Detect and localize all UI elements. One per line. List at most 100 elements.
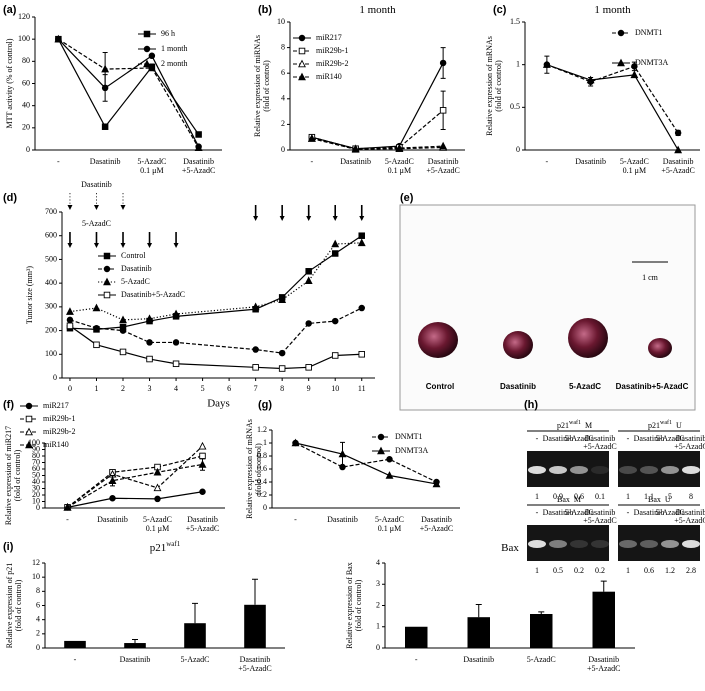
x-tick-label: 1: [94, 384, 98, 393]
marker: [103, 291, 111, 299]
chart-title: 1 month: [359, 4, 396, 16]
lane-label: 5-AzadC: [656, 434, 685, 443]
x-tick-label: 3: [148, 384, 152, 393]
legend-label: miR29b-2: [316, 59, 348, 68]
x-tick-label: 5-AzadC: [527, 655, 556, 664]
y-axis-label: (fold of control): [14, 579, 23, 631]
y-tick-label: 6: [281, 68, 285, 77]
y-tick-label: 0.6: [257, 464, 267, 473]
y-tick-label: 2: [281, 119, 285, 128]
x-tick-label: 5: [201, 384, 205, 393]
marker: [331, 352, 339, 359]
bar: [244, 604, 266, 648]
marker: [66, 322, 74, 330]
panel-label: (i): [3, 541, 14, 553]
band: [591, 466, 609, 474]
marker: [154, 495, 161, 503]
y-axis-label: MTT activity (% of control): [5, 38, 14, 128]
marker: [631, 63, 638, 70]
ratio: 5: [668, 492, 672, 501]
marker: [674, 145, 683, 154]
marker: [146, 339, 153, 346]
marker: [93, 324, 100, 332]
marker: [25, 415, 33, 423]
marker: [278, 295, 287, 303]
x-tick-label: -: [66, 515, 69, 524]
y-tick-label: 0: [36, 503, 40, 512]
error-bar: [538, 611, 545, 614]
legend-label: DNMT3A: [635, 58, 669, 67]
y-tick-label: 0.4: [257, 477, 267, 486]
ratio: 0.6: [574, 492, 584, 501]
band: [591, 540, 609, 548]
legend-label: Dasatinib: [121, 264, 152, 273]
arrow-head: [332, 216, 338, 221]
series-line: [546, 64, 679, 151]
y-tick-label: 12: [32, 558, 40, 567]
marker: [143, 59, 151, 68]
legend-label: Control: [121, 251, 146, 260]
y-tick-label: 300: [45, 302, 57, 311]
marker: [252, 364, 259, 371]
y-tick-label: 1.5: [510, 17, 520, 26]
marker: [385, 471, 394, 479]
x-tick-label: Dasatinib: [90, 157, 121, 166]
band: [682, 540, 700, 548]
status: M: [585, 421, 592, 430]
y-tick-label: 60: [22, 78, 30, 87]
x-tick-label: Dasatinib: [340, 157, 371, 166]
marker: [92, 303, 101, 312]
y-tick-label: 10: [277, 17, 285, 26]
x-tick-label: -: [74, 655, 77, 664]
x-tick-label: 4: [174, 384, 178, 393]
marker: [148, 52, 156, 60]
panel-label: (b): [258, 4, 272, 16]
marker: [145, 314, 154, 322]
legend-label: 96 h: [161, 29, 175, 38]
bar: [530, 614, 553, 648]
arrow-head: [67, 243, 73, 248]
x-tick-label: Dasatinib: [97, 515, 128, 524]
marker: [93, 341, 100, 349]
y-tick-label: 10: [32, 496, 40, 505]
band: [570, 466, 588, 474]
marker: [172, 339, 180, 346]
bar: [592, 591, 615, 648]
y-axis-label: (fold of control): [494, 60, 503, 112]
y-tick-label: 0: [281, 145, 285, 154]
legend-label: miR29b-1: [316, 46, 348, 55]
legend-label: DNMT3A: [395, 446, 429, 455]
title-text: p21: [150, 542, 167, 554]
y-tick-label: 0.2: [257, 490, 267, 499]
band: [661, 466, 679, 474]
marker: [103, 277, 111, 286]
y-tick-label: 100: [18, 34, 30, 43]
arrow-head: [173, 243, 179, 248]
marker: [331, 239, 340, 248]
x-tick-label: Dasatinib: [187, 515, 218, 524]
x-tick-label: +5-AzadC: [420, 524, 453, 533]
legend-label: DNMT1: [635, 28, 663, 37]
y-tick-label: 8: [281, 42, 285, 51]
marker: [199, 488, 206, 496]
y-tick-label: 120: [18, 12, 30, 21]
marker: [358, 351, 365, 358]
ratio: 0.2: [574, 566, 584, 575]
y-tick-label: 400: [45, 278, 57, 287]
y-tick-label: 0: [376, 643, 380, 652]
marker: [298, 47, 306, 55]
panel-label: (f): [3, 399, 14, 411]
lane-label: +5-AzadC: [583, 516, 616, 525]
y-tick-label: 0: [516, 145, 520, 154]
marker: [331, 250, 339, 257]
y-tick-label: 700: [45, 207, 57, 216]
x-tick-label: +5-AzadC: [426, 166, 459, 175]
x-tick-label: 6: [227, 384, 231, 393]
y-tick-label: 80: [32, 451, 40, 460]
bar: [467, 617, 490, 648]
series-line: [295, 442, 437, 485]
x-tick-label: 5-AzadC: [620, 157, 649, 166]
lane-label: 5-AzadC: [565, 508, 594, 517]
legend-label: miR29b-2: [43, 427, 75, 436]
blot-title: Bax U: [648, 495, 671, 504]
